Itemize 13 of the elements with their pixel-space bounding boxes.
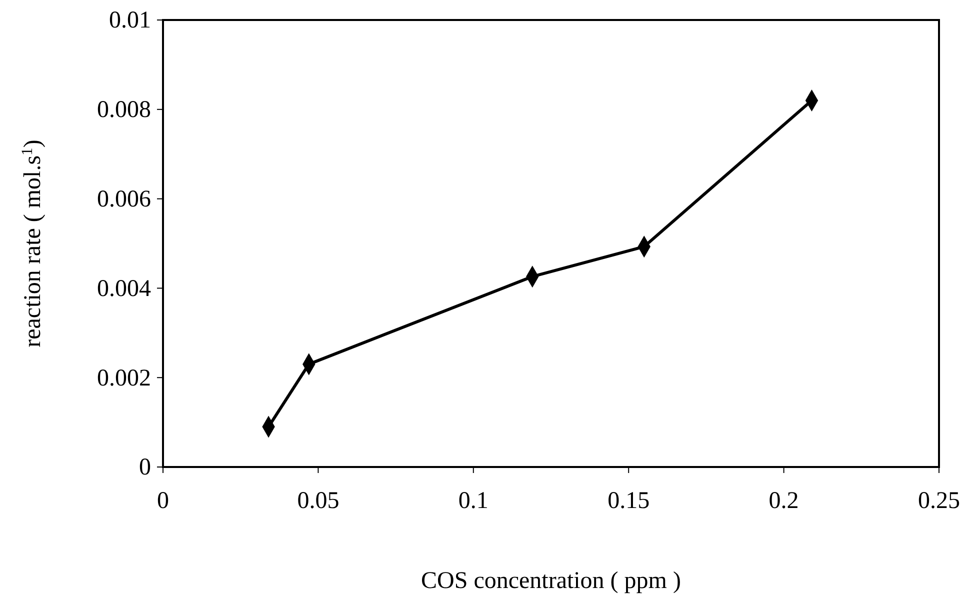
x-tick-label: 0.25 xyxy=(918,488,960,514)
x-tick-label: 0.15 xyxy=(608,488,650,514)
y-tick-label: 0.002 xyxy=(97,365,151,392)
x-tick-label: 0.05 xyxy=(297,488,340,514)
x-tick-label: 0.2 xyxy=(768,488,799,514)
x-tick-label: 0.1 xyxy=(458,488,488,514)
y-tick-label: 0.008 xyxy=(97,97,151,124)
x-tick-label: 0 xyxy=(157,488,169,514)
y-tick-label: 0.004 xyxy=(97,276,151,302)
y-tick-label: 0 xyxy=(139,454,151,481)
x-axis-title: COS concentration ( ppm ) xyxy=(421,568,681,594)
y-tick-label: 0.01 xyxy=(109,8,151,34)
y-tick-label: 0.006 xyxy=(97,186,151,212)
